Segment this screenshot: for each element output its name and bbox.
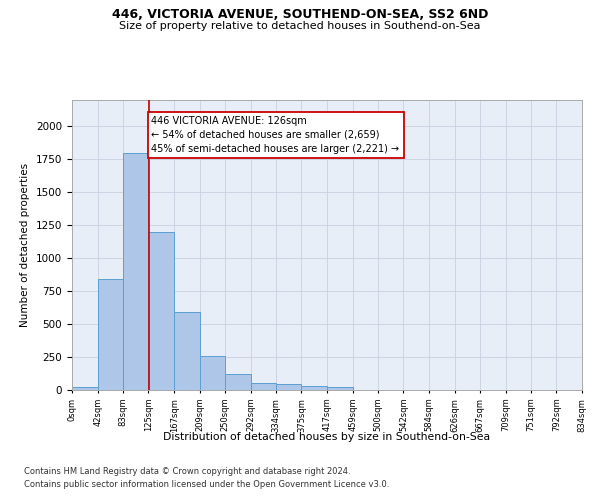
Text: Contains public sector information licensed under the Open Government Licence v3: Contains public sector information licen… <box>24 480 389 489</box>
Text: 446, VICTORIA AVENUE, SOUTHEND-ON-SEA, SS2 6ND: 446, VICTORIA AVENUE, SOUTHEND-ON-SEA, S… <box>112 8 488 20</box>
Bar <box>148 232 174 390</box>
Bar <box>327 388 353 390</box>
Text: Distribution of detached houses by size in Southend-on-Sea: Distribution of detached houses by size … <box>163 432 491 442</box>
Text: Size of property relative to detached houses in Southend-on-Sea: Size of property relative to detached ho… <box>119 21 481 31</box>
Bar <box>72 386 98 390</box>
Text: Contains HM Land Registry data © Crown copyright and database right 2024.: Contains HM Land Registry data © Crown c… <box>24 467 350 476</box>
Bar <box>301 386 327 390</box>
Bar <box>98 278 123 390</box>
Bar <box>123 152 148 390</box>
Bar <box>251 384 276 390</box>
Bar <box>200 356 225 390</box>
Bar <box>225 374 251 390</box>
Bar <box>174 312 200 390</box>
Bar <box>276 384 301 390</box>
Text: 446 VICTORIA AVENUE: 126sqm
← 54% of detached houses are smaller (2,659)
45% of : 446 VICTORIA AVENUE: 126sqm ← 54% of det… <box>151 116 400 154</box>
Y-axis label: Number of detached properties: Number of detached properties <box>20 163 31 327</box>
